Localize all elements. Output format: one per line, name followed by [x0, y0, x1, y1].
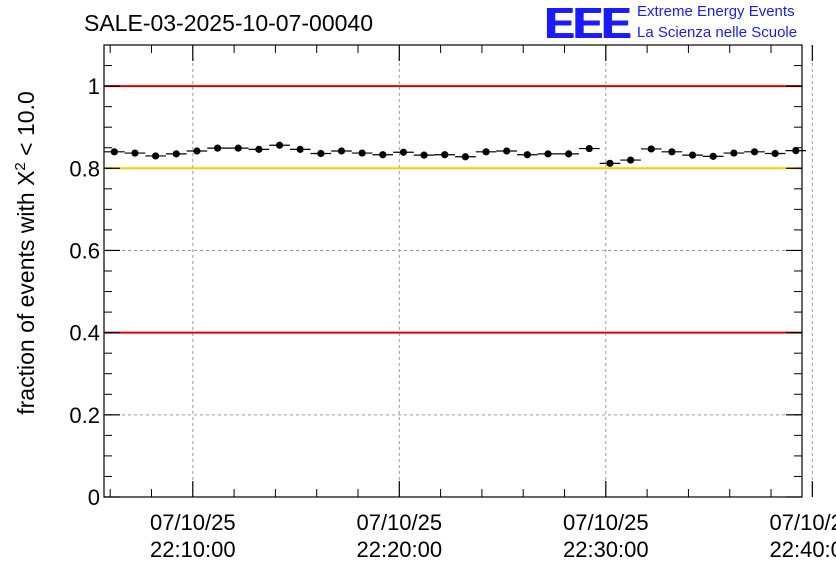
data-point — [110, 148, 118, 156]
x-tick-date-label: 07/10/25 — [356, 510, 442, 535]
data-point — [647, 145, 655, 153]
x-tick-time-label: 22:10:00 — [150, 537, 236, 562]
data-point — [688, 151, 697, 159]
x-tick-time-label: 22:40:00 — [770, 537, 836, 562]
logo-line-1: Extreme Energy Events — [637, 3, 795, 20]
data-series — [104, 141, 807, 167]
data-point — [771, 149, 779, 158]
data-point — [213, 144, 222, 152]
data-point — [565, 150, 573, 158]
data-point — [358, 149, 366, 157]
y-axis-label: fraction of events with X2 < 10.0 — [12, 91, 39, 415]
data-point — [750, 148, 759, 156]
eee-logo: EEE — [544, 0, 630, 48]
data-point — [441, 151, 449, 159]
x-tick-time-label: 22:30:00 — [563, 537, 649, 562]
data-point — [172, 150, 180, 158]
data-point — [420, 151, 428, 159]
x-tick-date-label: 07/10/25 — [150, 510, 236, 535]
data-point — [317, 149, 325, 158]
y-axis-label-symbol: X — [13, 171, 39, 186]
axis-ticks — [104, 45, 813, 498]
reference-lines — [104, 85, 802, 334]
data-point — [482, 148, 490, 156]
data-point — [606, 159, 614, 167]
data-point — [337, 147, 346, 155]
y-tick-label: 0.6 — [69, 238, 100, 263]
data-point — [275, 141, 284, 149]
plot-frame — [103, 44, 803, 498]
y-axis-label-prefix: fraction of events with — [13, 186, 39, 415]
data-point — [503, 147, 511, 155]
data-point — [193, 147, 201, 155]
data-point — [668, 148, 676, 156]
data-point — [131, 149, 139, 157]
y-tick-label: 0.4 — [69, 321, 100, 346]
data-point — [709, 152, 717, 160]
data-point — [585, 144, 593, 153]
chart-title: SALE-03-2025-10-07-00040 — [84, 10, 373, 36]
data-point — [792, 147, 800, 155]
data-point — [544, 150, 552, 158]
y-tick-label: 0.2 — [69, 403, 100, 428]
y-axis-label-suffix: < 10.0 — [13, 91, 39, 162]
grid-lines — [104, 45, 813, 497]
data-point — [523, 151, 531, 159]
data-point — [461, 153, 469, 161]
logo-line-2: La Scienza nelle Scuole — [637, 24, 798, 41]
x-tick-date-label: 07/10/25 — [770, 510, 836, 535]
y-tick-label: 0.8 — [69, 156, 100, 181]
y-axis-label-exponent: 2 — [12, 162, 29, 170]
data-point — [296, 145, 304, 153]
data-point — [730, 149, 738, 157]
y-tick-label: 0 — [88, 485, 100, 510]
data-point — [399, 148, 408, 156]
x-tick-time-label: 22:20:00 — [356, 537, 442, 562]
axis-labels: 00.20.40.60.8107/10/2522:10:0007/10/2522… — [69, 74, 836, 562]
data-point — [379, 151, 387, 159]
data-point — [234, 144, 242, 152]
data-point — [626, 156, 635, 164]
y-tick-label: 1 — [88, 74, 100, 99]
data-point — [152, 152, 160, 160]
data-point — [255, 145, 263, 153]
x-tick-date-label: 07/10/25 — [563, 510, 649, 535]
